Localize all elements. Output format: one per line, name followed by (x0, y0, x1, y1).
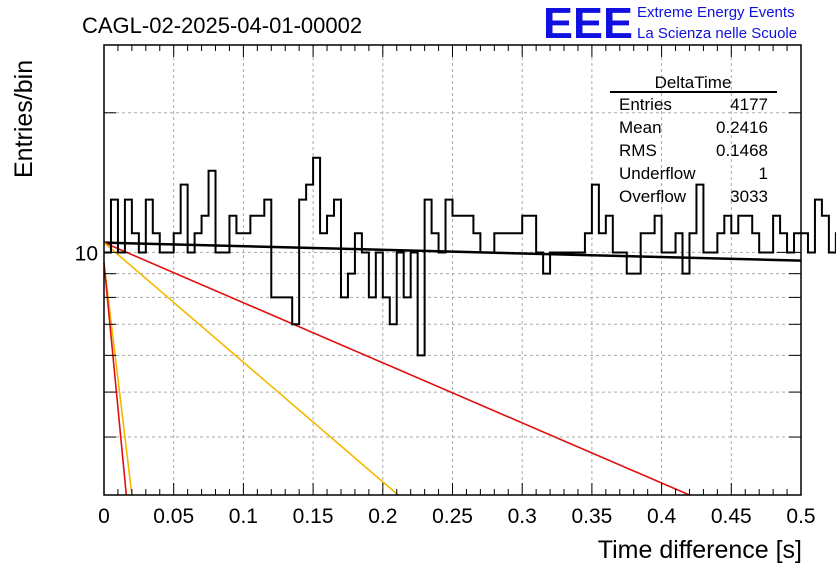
stats-label: Overflow (619, 187, 687, 206)
x-tick-label: 0.35 (571, 505, 612, 528)
logo-line-2: La Scienza nelle Scuole (637, 25, 797, 42)
stats-value: 3033 (730, 187, 768, 206)
logo-line-1: Extreme Energy Events (637, 4, 795, 21)
fit-line (103, 241, 399, 496)
grid (104, 45, 801, 496)
logo: EEE Extreme Energy Events La Scienza nel… (543, 0, 797, 48)
x-tick-label: 0.4 (647, 505, 677, 528)
fit-line (103, 241, 802, 262)
y-axis-title: Entries/bin (10, 60, 38, 178)
stats-box-title: DeltaTime (655, 73, 732, 92)
stats-box: DeltaTime Entries 4177 Mean 0.2416 RMS 0.1468… (610, 73, 777, 206)
x-tick-label: 0.05 (153, 505, 194, 528)
stats-value: 0.1468 (716, 141, 768, 160)
x-tick-labels: 0 0.05 0.1 0.15 0.2 0.25 0.3 0.35 0.4 0.45 0.5 (98, 505, 815, 528)
fit-line (103, 262, 128, 496)
x-tick-label: 0.25 (432, 505, 473, 528)
fit-line (103, 241, 690, 496)
chart-title: CAGL-02-2025-04-01-00002 (82, 13, 362, 38)
stats-label: Mean (619, 118, 662, 137)
histogram-layer (104, 156, 836, 357)
stats-value: 4177 (730, 95, 768, 114)
y-tick-labels: 10 (75, 242, 98, 265)
x-tick-label: 0.3 (508, 505, 537, 528)
x-tick-label: 0.1 (229, 505, 258, 528)
histogram-series (104, 156, 836, 357)
x-tick-label: 0 (98, 505, 110, 528)
stats-value: 1 (759, 164, 768, 183)
eee-logo-mark: EEE (543, 0, 633, 48)
fit-line (103, 262, 133, 496)
x-tick-label: 0.45 (711, 505, 752, 528)
stats-label: Underflow (619, 164, 696, 183)
stats-value: 0.2416 (716, 118, 768, 137)
fit-lines (103, 241, 802, 496)
stats-label: Entries (619, 95, 672, 114)
x-tick-label: 0.15 (293, 505, 334, 528)
stats-label: RMS (619, 141, 657, 160)
x-axis-title: Time difference [s] (598, 536, 802, 564)
x-tick-label: 0.2 (368, 505, 397, 528)
axis-ticks (103, 45, 802, 496)
x-tick-label: 0.5 (786, 505, 815, 528)
y-tick-label: 10 (75, 242, 98, 265)
